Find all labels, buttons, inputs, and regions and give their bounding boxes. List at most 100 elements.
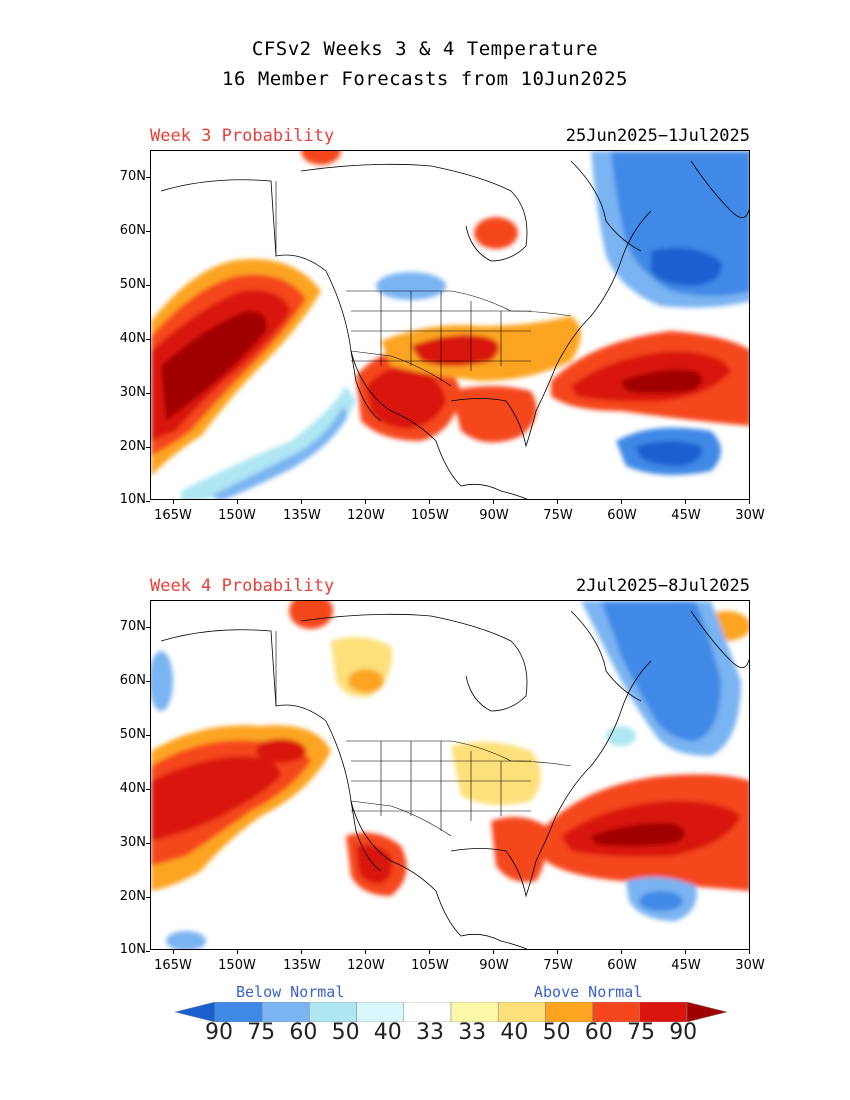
tick-lon-0-7 xyxy=(621,500,622,504)
week3-warm-plains-core xyxy=(411,334,499,366)
week4-lon-105w: 105W xyxy=(411,958,449,973)
week3-lon-30w: 30W xyxy=(735,508,765,523)
legend-value-1: 75 xyxy=(247,1020,276,1045)
week3-warm-arctic xyxy=(301,151,341,165)
tick-lat-1-5 xyxy=(146,897,150,898)
week4-lon-165w: 165W xyxy=(154,958,192,973)
legend-value-5: 33 xyxy=(416,1020,444,1045)
week3-cool-canada xyxy=(376,272,446,300)
week3-lon-90w: 90W xyxy=(479,508,509,523)
tick-lon-1-9 xyxy=(749,950,750,954)
tick-lon-0-4 xyxy=(429,500,430,504)
tick-lat-0-5 xyxy=(146,447,150,448)
week3-warm-gulf xyxy=(451,386,537,443)
legend-swatch-1 xyxy=(214,1002,263,1022)
tick-lat-1-3 xyxy=(146,789,150,790)
week3-map-svg xyxy=(151,151,749,499)
tick-lon-0-0 xyxy=(173,500,174,504)
legend-value-2: 60 xyxy=(289,1020,318,1045)
week4-lat-50n: 50N xyxy=(119,727,146,742)
legend-value-10: 75 xyxy=(627,1020,655,1045)
legend-value-9: 60 xyxy=(584,1020,613,1045)
week4-cool-subtropical-core xyxy=(639,891,683,911)
tick-lon-1-1 xyxy=(237,950,238,954)
week4-warm-baja-core xyxy=(356,844,393,884)
tick-lat-0-3 xyxy=(146,339,150,340)
legend-swatch-9 xyxy=(592,1002,641,1022)
tick-lon-0-1 xyxy=(237,500,238,504)
week3-lat-60n: 60N xyxy=(119,223,146,238)
tick-lon-1-6 xyxy=(557,950,558,954)
week4-lat-10n: 10N xyxy=(119,942,146,957)
legend-swatch-4 xyxy=(356,1002,405,1022)
week4-warm-florida xyxy=(491,817,548,882)
tick-lat-0-6 xyxy=(146,501,150,502)
title-line-1: CFSv2 Weeks 3 & 4 Temperature xyxy=(251,38,599,60)
week4-lon-150w: 150W xyxy=(218,958,256,973)
legend-swatch-2 xyxy=(261,1002,310,1022)
week3-dates: 25Jun2025−1Jul2025 xyxy=(565,126,750,146)
tick-lon-0-3 xyxy=(365,500,366,504)
week4-map-svg xyxy=(151,601,749,949)
week4-cool-greenland xyxy=(601,601,721,741)
week4-cool-west-edge xyxy=(151,651,173,711)
week4-dates: 2Jul2025−8Jul2025 xyxy=(576,576,750,596)
legend-swatch-11 xyxy=(686,1002,727,1022)
week4-lon-45w: 45W xyxy=(671,958,701,973)
tick-lat-1-1 xyxy=(146,681,150,682)
legend-swatch-7 xyxy=(497,1002,546,1022)
week4-lon-90w: 90W xyxy=(479,958,509,973)
tick-lon-1-5 xyxy=(493,950,494,954)
week4-warm-arctic xyxy=(289,601,333,629)
tick-lon-0-2 xyxy=(301,500,302,504)
week4-lon-75w: 75W xyxy=(543,958,573,973)
tick-lon-0-8 xyxy=(685,500,686,504)
week4-lon-135w: 135W xyxy=(283,958,321,973)
week3-warm-hudson xyxy=(474,217,518,249)
week3-map xyxy=(150,150,750,500)
tick-lat-1-0 xyxy=(146,627,150,628)
week4-borders xyxy=(275,631,572,837)
legend-color-bar xyxy=(175,1002,727,1022)
title-line-2: 16 Member Forecasts from 10Jun2025 xyxy=(222,68,628,90)
week3-warm-mexico-core xyxy=(366,365,446,429)
legend-swatch-6 xyxy=(450,1002,499,1022)
tick-lon-1-4 xyxy=(429,950,430,954)
week4-warm-canada-core xyxy=(348,669,384,693)
tick-lat-0-0 xyxy=(146,177,150,178)
legend-swatch-5 xyxy=(403,1002,452,1022)
week4-lon-30w: 30W xyxy=(735,958,765,973)
legend-swatch-0 xyxy=(175,1002,216,1022)
tick-lat-0-4 xyxy=(146,393,150,394)
tick-lon-0-6 xyxy=(557,500,558,504)
week3-label: Week 3 Probability xyxy=(150,126,335,146)
week3-lat-10n: 10N xyxy=(119,492,146,507)
week4-lon-60w: 60W xyxy=(607,958,637,973)
tick-lat-0-2 xyxy=(146,285,150,286)
legend-value-0: 90 xyxy=(205,1020,233,1045)
week3-lat-50n: 50N xyxy=(119,277,146,292)
week3-cool-subtropical-core xyxy=(636,441,702,466)
week3-lat-30n: 30N xyxy=(119,385,146,400)
tick-lon-0-5 xyxy=(493,500,494,504)
legend-swatch-8 xyxy=(545,1002,593,1022)
week3-warm-pacific-core xyxy=(161,311,267,421)
tick-lon-1-3 xyxy=(365,950,366,954)
week4-cool-labrador xyxy=(606,726,636,746)
week3-lon-105w: 105W xyxy=(411,508,449,523)
legend-value-11: 90 xyxy=(669,1020,698,1045)
tick-lat-1-2 xyxy=(146,735,150,736)
week3-lon-60w: 60W xyxy=(607,508,637,523)
week3-lon-135w: 135W xyxy=(283,508,321,523)
week3-cool-pacific-mid xyxy=(211,406,348,499)
week4-lat-70n: 70N xyxy=(119,619,146,634)
week3-lon-120w: 120W xyxy=(347,508,385,523)
legend-value-8: 50 xyxy=(542,1020,571,1045)
week3-lon-45w: 45W xyxy=(671,508,701,523)
week4-warm-central-us xyxy=(451,742,541,805)
legend-swatch-3 xyxy=(309,1002,357,1022)
week4-warm-pacific-north xyxy=(256,739,306,763)
week3-warm-atlantic-core xyxy=(621,369,703,394)
tick-lon-1-2 xyxy=(301,950,302,954)
legend-above-normal: Above Normal xyxy=(534,983,643,1001)
